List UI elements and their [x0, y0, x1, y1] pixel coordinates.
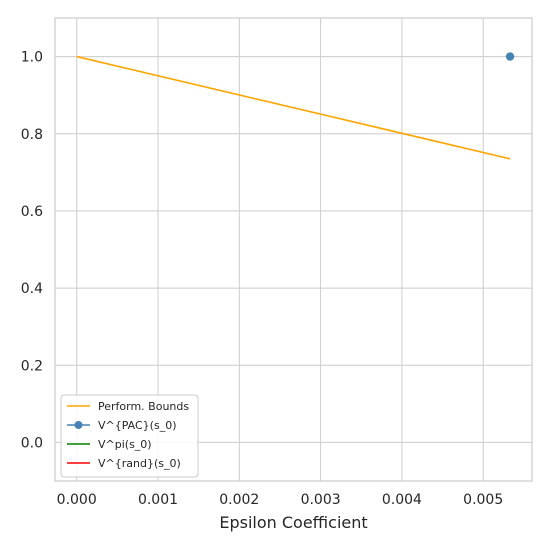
y-tick-label: 0.6	[21, 204, 43, 220]
y-tick-labels: 0.0 0.2 0.4 0.6 0.8 1.0	[21, 50, 43, 452]
y-tick-label: 0.4	[21, 281, 43, 297]
x-axis-label: Epsilon Coefficient	[219, 513, 367, 532]
legend-label: V^{rand}(s_0)	[98, 457, 181, 470]
series-line	[76, 55, 511, 160]
x-tick-label: 0.004	[382, 492, 422, 508]
legend-label: V^pi(s_0)	[98, 438, 152, 451]
x-tick-label: 0.001	[138, 492, 178, 508]
y-tick-label: 0.0	[21, 435, 43, 451]
x-tick-label: 0.002	[219, 492, 259, 508]
legend-label: V^{PAC}(s_0)	[98, 419, 177, 432]
legend-box	[60, 394, 199, 478]
legend-marker	[74, 421, 83, 429]
x-tick-labels: 0.000 0.001 0.002 0.003 0.004 0.005	[57, 492, 504, 508]
y-tick-label: 1.0	[21, 50, 43, 66]
x-tick-label: 0.005	[463, 492, 503, 508]
y-tick-label: 0.8	[21, 127, 43, 143]
legend: Perform. Bounds V^{PAC}(s_0) V^pi(s_0) V^{r…	[60, 394, 199, 478]
data-point	[505, 52, 515, 61]
series-layer	[76, 52, 515, 160]
x-tick-label: 0.000	[57, 492, 97, 508]
legend-label: Perform. Bounds	[98, 400, 189, 413]
y-tick-label: 0.2	[21, 358, 43, 374]
plot-frame	[54, 17, 533, 482]
x-tick-label: 0.003	[301, 492, 341, 508]
